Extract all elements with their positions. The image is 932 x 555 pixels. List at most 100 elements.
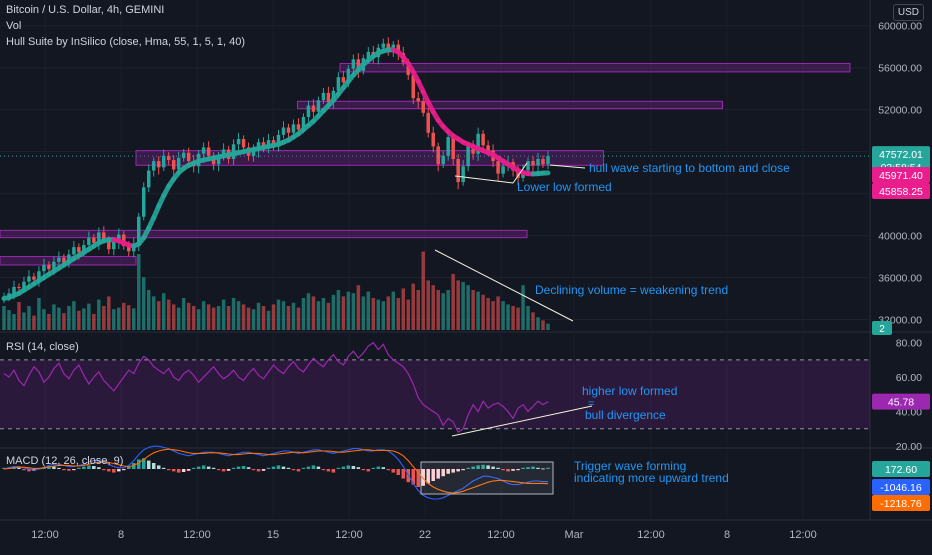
volume-bar bbox=[197, 309, 200, 330]
volume-bar bbox=[227, 306, 230, 330]
candle-body bbox=[147, 171, 150, 188]
macd-highlight-box bbox=[421, 462, 553, 494]
macd-histogram-bar bbox=[17, 468, 20, 469]
macd-histogram-bar bbox=[252, 469, 255, 470]
volume-bar bbox=[12, 314, 15, 330]
hull-legend[interactable]: Hull Suite by InSilico (close, Hma, 55, … bbox=[6, 36, 245, 48]
volume-bar bbox=[461, 282, 464, 330]
macd-histogram-bar bbox=[227, 469, 230, 471]
candle-body bbox=[282, 128, 285, 135]
macd-histogram-bar bbox=[97, 467, 100, 469]
resistance-zone bbox=[0, 230, 527, 237]
volume-bar bbox=[167, 300, 170, 330]
vol-legend[interactable]: Vol bbox=[6, 20, 21, 32]
candle-body bbox=[466, 145, 469, 166]
candle-body bbox=[182, 153, 185, 158]
currency-button[interactable]: USD bbox=[893, 4, 924, 21]
macd-histogram-bar bbox=[237, 467, 240, 469]
resistance-zone bbox=[340, 64, 850, 72]
time-tick-label: 22 bbox=[419, 529, 431, 541]
candle-body bbox=[526, 161, 529, 170]
macd-histogram-bar bbox=[357, 467, 360, 469]
candle-body bbox=[87, 238, 90, 245]
candle-body bbox=[501, 166, 504, 173]
time-tick-label: 12:00 bbox=[31, 529, 59, 541]
volume-bar bbox=[466, 285, 469, 330]
candle-body bbox=[312, 105, 315, 111]
volume-bar bbox=[82, 308, 85, 330]
volume-bar bbox=[327, 303, 330, 330]
hull-title[interactable]: Hull Suite by InSilico (close, Hma, 55, … bbox=[6, 36, 245, 48]
volume-bar bbox=[207, 304, 210, 330]
rsi-band bbox=[0, 360, 870, 429]
volume-bar bbox=[426, 280, 429, 330]
volume-bar bbox=[372, 298, 375, 330]
candle-body bbox=[77, 247, 80, 252]
vol-title[interactable]: Vol bbox=[6, 20, 21, 32]
symbol-title[interactable]: Bitcoin / U.S. Dollar, 4h, GEMINI bbox=[6, 4, 164, 16]
volume-bar bbox=[192, 306, 195, 330]
macd-histogram-bar bbox=[247, 467, 250, 469]
time-tick-label: 12:00 bbox=[789, 529, 817, 541]
volume-bar bbox=[187, 303, 190, 330]
time-tick-label: 12:00 bbox=[335, 529, 363, 541]
macd-histogram-bar bbox=[272, 467, 275, 469]
volume-bar bbox=[77, 311, 80, 330]
volume-bar bbox=[546, 324, 549, 330]
last-price-label: 47572.01 bbox=[879, 149, 923, 161]
candle-body bbox=[292, 124, 295, 132]
volume-bar bbox=[416, 290, 419, 330]
volume-bar bbox=[237, 301, 240, 330]
volume-bar bbox=[217, 306, 220, 330]
volume-bar bbox=[531, 312, 534, 330]
volume-bar bbox=[262, 306, 265, 330]
symbol-legend[interactable]: Bitcoin / U.S. Dollar, 4h, GEMINI bbox=[6, 4, 164, 16]
macd-histogram-bar bbox=[157, 465, 160, 469]
candle-body bbox=[451, 137, 454, 159]
volume-bar bbox=[446, 290, 449, 330]
hull-wave-annotation: hull wave starting to bottom and close bbox=[589, 161, 790, 175]
rsi-title: RSI (14, close) bbox=[6, 341, 79, 353]
macd-histogram-bar bbox=[222, 469, 225, 471]
volume-bar bbox=[47, 314, 50, 330]
volume-bar bbox=[312, 296, 315, 330]
macd-histogram-bar bbox=[137, 459, 140, 469]
volume-bar bbox=[132, 308, 135, 330]
volume-bar bbox=[352, 293, 355, 330]
volume-bar bbox=[247, 308, 250, 330]
candle-body bbox=[72, 247, 75, 254]
macd-histogram-bar bbox=[112, 469, 115, 473]
macd-histogram-bar bbox=[292, 469, 295, 470]
volume-bar bbox=[501, 301, 504, 330]
volume-bar bbox=[436, 290, 439, 330]
volume-bar bbox=[202, 301, 205, 330]
macd-title: MACD (12, 26, close, 9) bbox=[6, 455, 123, 467]
candle-body bbox=[342, 77, 345, 82]
macd-histogram-bar bbox=[297, 469, 300, 471]
volume-bar bbox=[117, 308, 120, 330]
price-tick-label: 56000.00 bbox=[878, 63, 922, 75]
candle-body bbox=[352, 59, 355, 68]
macd-histogram-bar bbox=[377, 467, 380, 469]
volume-bar bbox=[387, 296, 390, 330]
candle-body bbox=[322, 93, 325, 100]
volume-bar bbox=[347, 292, 350, 330]
candle-body bbox=[382, 44, 385, 48]
volume-bar bbox=[137, 254, 140, 330]
candle-body bbox=[112, 242, 115, 249]
macd-annotation-2: indicating more upward trend bbox=[574, 471, 729, 485]
macd-histogram-bar bbox=[397, 469, 400, 475]
volume-bar bbox=[496, 296, 499, 330]
volume-bar bbox=[511, 306, 514, 330]
volume-bar bbox=[302, 298, 305, 330]
candle-body bbox=[187, 153, 190, 161]
volume-bar bbox=[232, 298, 235, 330]
volume-bar bbox=[397, 298, 400, 330]
time-tick-label: 8 bbox=[118, 529, 124, 541]
volume-bar bbox=[92, 314, 95, 330]
macd-histogram-bar bbox=[287, 468, 290, 469]
volume-bar bbox=[27, 306, 30, 330]
macd-histogram-bar bbox=[322, 469, 325, 470]
